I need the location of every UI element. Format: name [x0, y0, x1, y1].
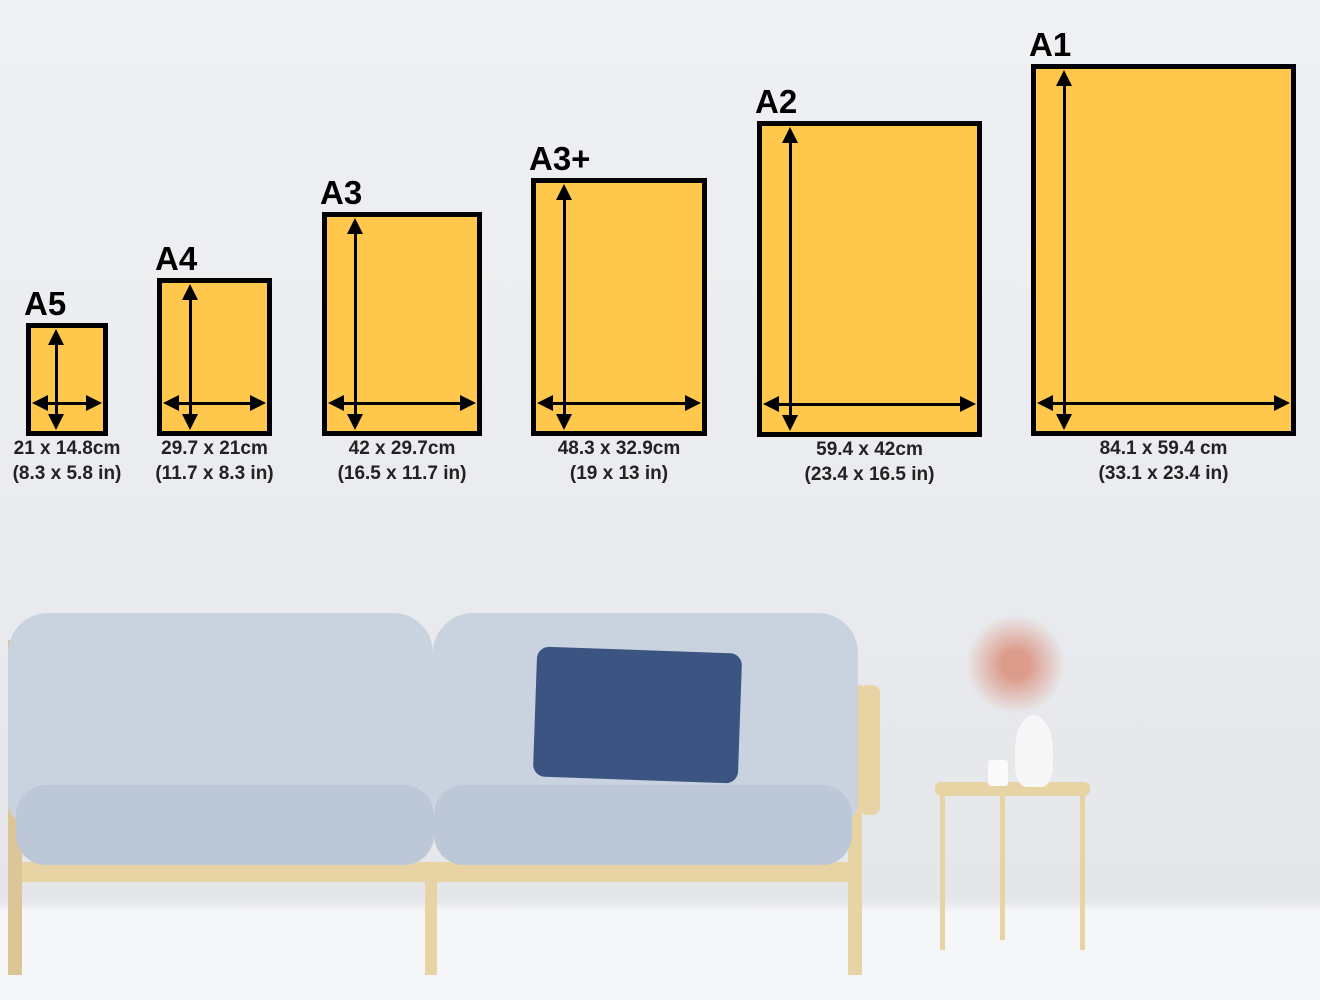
paper-frame: [322, 212, 482, 436]
height-arrow-icon: [189, 290, 192, 424]
width-arrow-icon: [38, 402, 96, 405]
dimensions-in: (19 x 13 in): [569, 463, 669, 484]
dimensions-in: (33.1 x 23.4 in): [1098, 463, 1229, 484]
floor: [0, 910, 1320, 1000]
paper-frame: [1031, 64, 1296, 436]
dimensions-cm: 48.3 x 32.9cm: [557, 438, 681, 459]
pillow: [532, 646, 743, 784]
size-name: A3+: [529, 140, 591, 177]
arrowhead-icon: [48, 414, 64, 430]
dimensions-cm: 29.7 x 21cm: [161, 438, 268, 459]
size-dimensions: 29.7 x 21cm (11.7 x 8.3 in): [105, 436, 325, 486]
arrowhead-icon: [763, 396, 779, 412]
size-dimensions: 48.3 x 32.9cm (19 x 13 in): [509, 436, 729, 486]
size-name: A1: [1029, 26, 1072, 63]
height-arrow-icon: [55, 335, 58, 424]
height-arrow-icon: [1063, 76, 1066, 424]
arrowhead-icon: [328, 395, 344, 411]
width-arrow-icon: [769, 403, 970, 406]
dimensions-in: (23.4 x 16.5 in): [804, 464, 935, 485]
size-name: A5: [24, 285, 67, 322]
dimensions-in: (16.5 x 11.7 in): [337, 463, 467, 484]
arrowhead-icon: [182, 284, 198, 300]
arrowhead-icon: [1037, 395, 1053, 411]
width-arrow-icon: [1043, 402, 1284, 405]
paper-frame: [757, 121, 982, 437]
arrowhead-icon: [48, 329, 64, 345]
height-arrow-icon: [354, 224, 357, 424]
arrowhead-icon: [1056, 70, 1072, 86]
arrowhead-icon: [347, 218, 363, 234]
paper-frame: [157, 278, 272, 436]
arrowhead-icon: [537, 395, 553, 411]
arrowhead-icon: [556, 184, 572, 200]
dimensions-in: (11.7 x 8.3 in): [155, 463, 274, 484]
height-arrow-icon: [563, 190, 566, 424]
dimensions-cm: 84.1 x 59.4 cm: [1099, 438, 1228, 459]
arrowhead-icon: [685, 395, 701, 411]
dimensions-cm: 42 x 29.7cm: [348, 438, 456, 459]
dimensions-cm: 21 x 14.8cm: [13, 438, 121, 459]
paper-frame: [26, 323, 108, 436]
size-name: A2: [755, 83, 798, 120]
arrowhead-icon: [32, 395, 48, 411]
arrowhead-icon: [460, 395, 476, 411]
arrowhead-icon: [556, 414, 572, 430]
arrowhead-icon: [86, 395, 102, 411]
arrowhead-icon: [782, 127, 798, 143]
dimensions-in: (8.3 x 5.8 in): [12, 463, 122, 484]
arrowhead-icon: [182, 414, 198, 430]
arrowhead-icon: [163, 395, 179, 411]
size-name: A3: [320, 174, 363, 211]
width-arrow-icon: [169, 402, 260, 405]
size-name: A4: [155, 240, 198, 277]
size-dimensions: 59.4 x 42cm (23.4 x 16.5 in): [760, 437, 980, 487]
width-arrow-icon: [543, 402, 695, 405]
arrowhead-icon: [782, 415, 798, 431]
size-dimensions: 21 x 14.8cm (8.3 x 5.8 in): [0, 436, 177, 486]
size-dimensions: 42 x 29.7cm (16.5 x 11.7 in): [292, 436, 512, 486]
dimensions-cm: 59.4 x 42cm: [816, 439, 923, 460]
arrowhead-icon: [960, 396, 976, 412]
arrowhead-icon: [1274, 395, 1290, 411]
arrowhead-icon: [1056, 414, 1072, 430]
arrowhead-icon: [250, 395, 266, 411]
paper-frame: [531, 178, 707, 436]
height-arrow-icon: [789, 133, 792, 425]
width-arrow-icon: [334, 402, 470, 405]
arrowhead-icon: [347, 414, 363, 430]
size-dimensions: 84.1 x 59.4 cm (33.1 x 23.4 in): [1054, 436, 1274, 486]
